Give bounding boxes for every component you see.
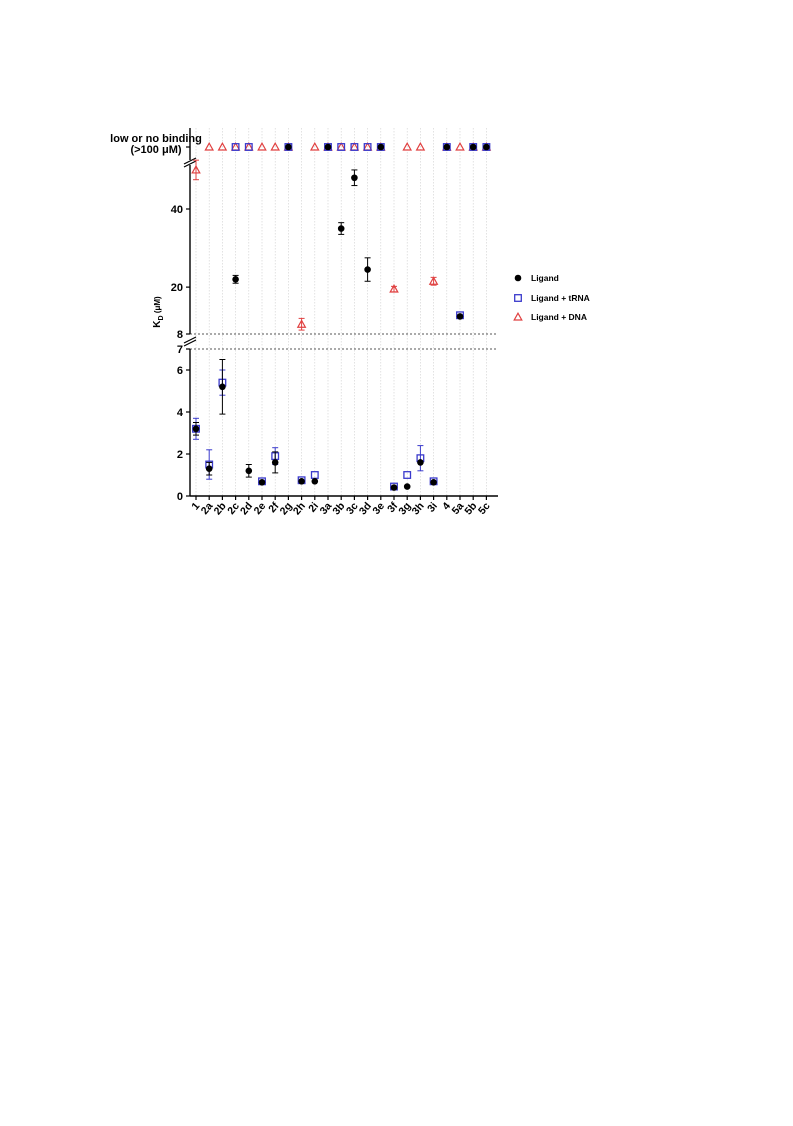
x-tick-label-2e: 2e <box>252 500 269 517</box>
point-filled-circle-5a <box>456 313 464 320</box>
point-filled-circle-1 <box>192 425 200 433</box>
y-tick-label-0: 0 <box>177 491 183 503</box>
y-tick-label-7: 7 <box>177 344 183 356</box>
point-filled-circle-3f <box>390 484 398 491</box>
y-tick-label-4: 4 <box>177 407 184 419</box>
point-open-square-3g <box>403 471 412 479</box>
x-tick-label-2h: 2h <box>291 500 308 517</box>
y-tick-label-8: 8 <box>177 329 183 341</box>
point-open-triangle-3g <box>402 141 413 151</box>
x-tick-label-3i: 3i <box>425 500 440 514</box>
y-tick-label-20: 20 <box>171 282 183 294</box>
axis-break-mark-top-b <box>183 160 197 168</box>
x-tick-label-5c: 5c <box>476 500 493 517</box>
y-tick-label-40: 40 <box>171 204 183 216</box>
point-filled-circle-5b <box>469 143 477 151</box>
point-open-triangle-2a <box>204 141 215 151</box>
point-filled-circle-3g <box>403 483 411 490</box>
point-open-triangle-2i <box>309 141 320 151</box>
point-filled-circle-4 <box>443 143 451 151</box>
point-filled-circle-3b <box>337 225 345 232</box>
point-filled-circle-3e <box>377 143 385 151</box>
point-filled-circle-2b <box>219 383 226 391</box>
point-open-triangle-3i <box>428 276 439 285</box>
legend-label-filled-circle: Ligand <box>531 273 559 283</box>
point-open-square-2c <box>231 143 240 151</box>
point-filled-circle-3i <box>430 479 437 486</box>
point-filled-circle-3h <box>417 459 424 466</box>
point-filled-circle-3c <box>351 174 358 182</box>
point-open-triangle-5a <box>455 141 465 151</box>
legend: Ligand Ligand + tRNA Ligand + DNA <box>513 273 590 322</box>
point-open-square-3d <box>363 143 372 151</box>
legend-label-open-triangle: Ligand + DNA <box>531 312 587 322</box>
y-tick-label-2: 2 <box>177 449 183 461</box>
axis-break-mark-bottom-b <box>183 339 197 347</box>
top-segment-label-line1: low or no binding <box>110 133 202 145</box>
point-open-triangle-2e <box>257 141 267 151</box>
point-filled-circle-2h <box>298 478 305 485</box>
grid-layer <box>190 128 498 496</box>
point-open-triangle-3f <box>389 284 399 293</box>
point-open-triangle-3h <box>415 141 426 151</box>
y-axis-label-subscript: D <box>158 315 165 320</box>
point-filled-circle-2a <box>205 465 213 473</box>
point-filled-circle-2d <box>245 467 253 475</box>
y-axis-label-k: K <box>152 320 163 328</box>
marks-layer <box>191 141 492 491</box>
legend-marker-filled-circle <box>514 274 522 282</box>
legend-marker-open-triangle <box>513 311 523 321</box>
axis-break-mark-top-a <box>183 157 197 165</box>
point-filled-circle-2g <box>285 143 292 151</box>
point-filled-circle-5c <box>483 143 490 151</box>
y-tick-label-6: 6 <box>177 365 183 377</box>
point-open-triangle-1 <box>191 164 201 174</box>
point-filled-circle-2c <box>232 276 239 283</box>
x-tick-label-3e: 3e <box>370 500 387 517</box>
point-open-square-3b <box>337 143 346 151</box>
point-filled-circle-2e <box>258 479 266 486</box>
point-filled-circle-3a <box>324 143 332 151</box>
x-tick-label-3h: 3h <box>410 500 427 517</box>
point-filled-circle-2f <box>271 459 279 466</box>
y-axis-label: KD (μM) <box>152 296 165 328</box>
point-open-triangle-2b <box>217 141 228 151</box>
point-filled-circle-3d <box>364 266 371 273</box>
axis-break-mark-bottom-a <box>183 336 197 344</box>
point-open-triangle-2h <box>296 319 307 328</box>
point-open-square-2d <box>244 143 253 151</box>
point-open-triangle-2f <box>270 141 281 151</box>
point-filled-circle-2i <box>311 478 319 485</box>
y-axis-label-unit: (μM) <box>153 296 162 315</box>
legend-marker-open-square <box>514 294 522 302</box>
legend-label-open-square: Ligand + tRNA <box>531 293 590 303</box>
axis-layer: 820400246712a2b2c2d2e2f2g2h2i3a3b3c3d3e3… <box>171 128 498 517</box>
top-segment-label-line2: (>100 μM) <box>130 144 181 156</box>
point-open-square-3c <box>350 143 359 151</box>
